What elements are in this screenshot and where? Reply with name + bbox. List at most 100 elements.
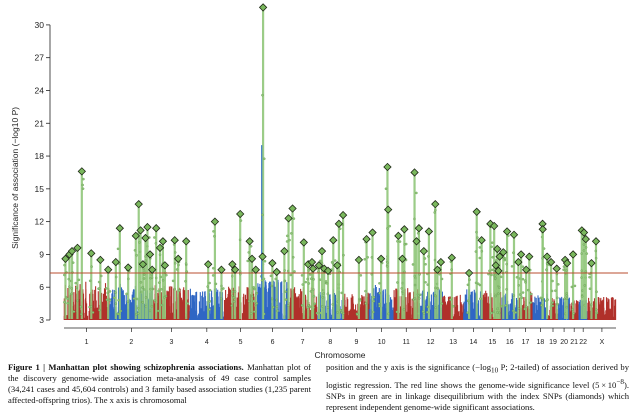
ld-snp-point — [312, 295, 316, 298]
ld-snp-point — [275, 305, 279, 308]
ld-snp-point — [184, 262, 188, 265]
ld-snp-point — [238, 270, 242, 273]
ld-snp-point — [380, 261, 384, 265]
index-snp-diamond — [247, 254, 257, 263]
ld-snp-point — [253, 310, 256, 313]
ld-snp-point — [220, 297, 223, 301]
ld-snp-point — [185, 270, 189, 273]
ld-snp-point — [372, 299, 376, 303]
index-snp-diamond — [320, 264, 329, 273]
ld-snp-point — [491, 256, 494, 259]
ld-snp-point — [112, 296, 116, 300]
ld-snp-point — [551, 301, 554, 304]
ld-snp-point — [157, 289, 160, 293]
ld-snp-point — [498, 311, 501, 315]
x-tick-label: 15 — [488, 339, 496, 346]
caption-left-text: Manhattan plot of the discovery genome-w… — [8, 362, 312, 405]
ld-snp-point — [320, 305, 324, 308]
index-snp-diamond — [412, 237, 421, 246]
ld-snp-point — [63, 300, 66, 304]
ld-snp-point — [161, 279, 165, 282]
ld-snp-point — [588, 275, 591, 279]
ld-snp-point — [331, 303, 334, 306]
index-snp-diamond — [158, 237, 168, 246]
ld-snp-point — [342, 253, 345, 257]
ld-snp-point — [372, 295, 376, 299]
x-tick-label: 8 — [328, 339, 332, 346]
ld-snp-point — [286, 234, 289, 238]
ld-snp-point — [308, 305, 312, 309]
y-tick-label: 3 — [39, 315, 44, 325]
ld-snp-point — [315, 311, 319, 315]
ld-snp-point — [494, 276, 497, 280]
ld-snp-point — [81, 183, 84, 187]
x-axis: 1 2 3 4 5 6 7 8 9 10 11 12 13 14 15 16 17 18 19 20 21 22 X — [64, 327, 616, 346]
index-snp-diamond — [148, 265, 157, 274]
ld-snp-point — [413, 217, 416, 221]
x-tick-label: X — [600, 339, 605, 346]
ld-snp-point — [545, 268, 548, 271]
ld-snp-point — [571, 308, 574, 311]
ld-snp-point — [423, 257, 427, 260]
ld-snp-point — [466, 311, 469, 314]
ld-snp-point — [333, 259, 337, 262]
ld-snp-point — [521, 291, 525, 294]
ld-snp-point — [507, 234, 510, 237]
ld-snp-point — [127, 277, 130, 281]
ld-snp-point — [554, 289, 557, 292]
ld-snp-point — [91, 311, 95, 314]
ld-snp-point — [208, 288, 212, 292]
ld-snp-point — [521, 265, 525, 268]
ld-snp-point — [293, 270, 296, 273]
index-snp-diamond — [376, 254, 386, 263]
ld-snp-point — [427, 255, 430, 258]
ld-snp-point — [364, 302, 368, 305]
ld-snp-point — [413, 283, 417, 287]
ld-snp-point — [562, 265, 566, 268]
chromosome-points-9 — [343, 292, 370, 320]
ld-snp-point — [321, 296, 325, 299]
ld-snp-point — [319, 260, 323, 264]
ld-snp-point — [580, 269, 583, 272]
index-snp-diamond — [268, 258, 277, 268]
ld-snp-point — [515, 276, 519, 279]
ld-snp-point — [330, 260, 334, 264]
chromosome-points-14 — [463, 289, 484, 320]
index-snp-diamond — [338, 210, 348, 220]
x-tick-label: 17 — [522, 339, 530, 346]
ld-snp-point — [64, 295, 68, 299]
ld-snp-point — [588, 287, 592, 290]
ld-snp-point — [340, 311, 343, 314]
x-tick-label: 19 — [549, 339, 557, 346]
ld-snp-point — [480, 249, 484, 253]
ld-snp-point — [466, 299, 470, 303]
ld-snp-point — [269, 274, 273, 278]
ld-snp-point — [300, 274, 304, 277]
ld-snp-point — [251, 294, 254, 298]
ld-snp-point — [160, 303, 164, 307]
ld-snp-point — [494, 273, 497, 277]
ld-snp-point — [523, 279, 527, 282]
ld-snp-point — [142, 273, 146, 276]
ld-snp-point — [340, 291, 343, 295]
x-tick-label: 12 — [427, 339, 435, 346]
x-tick-label: 18 — [536, 339, 544, 346]
ld-snp-point — [378, 304, 381, 308]
ld-snp-point — [306, 306, 310, 309]
ld-snp-point — [387, 312, 390, 316]
ld-snp-point — [433, 211, 436, 214]
ld-snp-point — [424, 281, 427, 284]
ld-snp-point — [263, 157, 266, 161]
index-snp-diamond — [314, 261, 324, 270]
index-snp-diamond — [182, 237, 191, 246]
ld-snp-point — [529, 301, 533, 304]
ld-snp-point — [261, 93, 264, 97]
ld-snp-point — [517, 307, 520, 310]
ld-snp-point — [478, 283, 482, 287]
ld-snp-point — [164, 294, 168, 298]
ld-snp-point — [171, 279, 175, 283]
ld-snp-point — [582, 243, 586, 246]
ld-snp-point — [496, 307, 499, 311]
index-snp-diamond — [495, 252, 504, 261]
ld-snp-point — [540, 304, 543, 307]
